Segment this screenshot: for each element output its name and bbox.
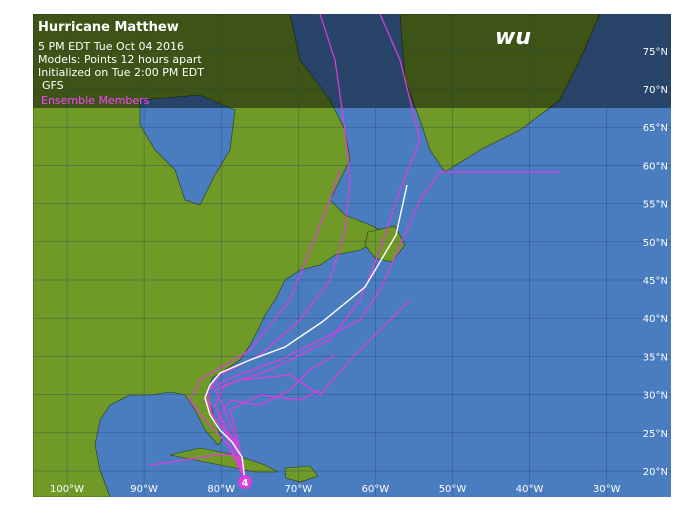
greenland: [399, 14, 601, 173]
header-line: GFS: [42, 79, 64, 92]
lat-label: 65°N: [643, 123, 668, 134]
header-line: 5 PM EDT Tue Oct 04 2016: [38, 40, 184, 53]
cuba: [169, 447, 279, 473]
lat-label: 70°N: [643, 85, 668, 96]
lat-label: 40°N: [643, 314, 668, 325]
lon-label: 100°W: [50, 484, 84, 495]
lon-label: 60°W: [362, 484, 390, 495]
lat-label: 50°N: [643, 238, 668, 249]
lat-label: 25°N: [643, 429, 668, 440]
lat-label: 55°N: [643, 200, 668, 211]
lat-label: 60°N: [643, 161, 668, 172]
arctic-shade: [33, 14, 671, 108]
lon-label: 30°W: [593, 484, 621, 495]
logo: wu: [495, 25, 531, 50]
lon-label: 80°W: [207, 484, 235, 495]
lat-label: 35°N: [643, 352, 668, 363]
lon-label: 40°W: [516, 484, 544, 495]
lon-label: 90°W: [130, 484, 158, 495]
hudson-bay: [139, 94, 236, 206]
lat-label: 75°N: [643, 47, 668, 58]
storm-icon: [238, 475, 252, 489]
lon-label: 70°W: [284, 484, 312, 495]
header-line: Initialized on Tue 2:00 PM EDT: [38, 66, 204, 79]
ensemble-label: Ensemble Members: [41, 94, 150, 107]
hispaniola: [284, 465, 319, 483]
coordinate-labels: 20°N 25°N 30°N 35°N 40°N 45°N 50°N 55°N 60°N 65°N…: [50, 47, 668, 495]
header-line: Models: Points 12 hours apart: [38, 53, 202, 66]
lat-label: 20°N: [643, 467, 668, 478]
graticule: [33, 14, 671, 497]
ensemble-tracks: [149, 14, 560, 481]
lon-label: 50°W: [439, 484, 467, 495]
gfs-track: [204, 184, 408, 481]
map: 4: [33, 14, 671, 497]
title: Hurricane Matthew: [38, 20, 179, 35]
lat-label: 30°N: [643, 391, 668, 402]
lat-label: 45°N: [643, 276, 668, 287]
storm-icon-label: 4: [242, 478, 249, 489]
